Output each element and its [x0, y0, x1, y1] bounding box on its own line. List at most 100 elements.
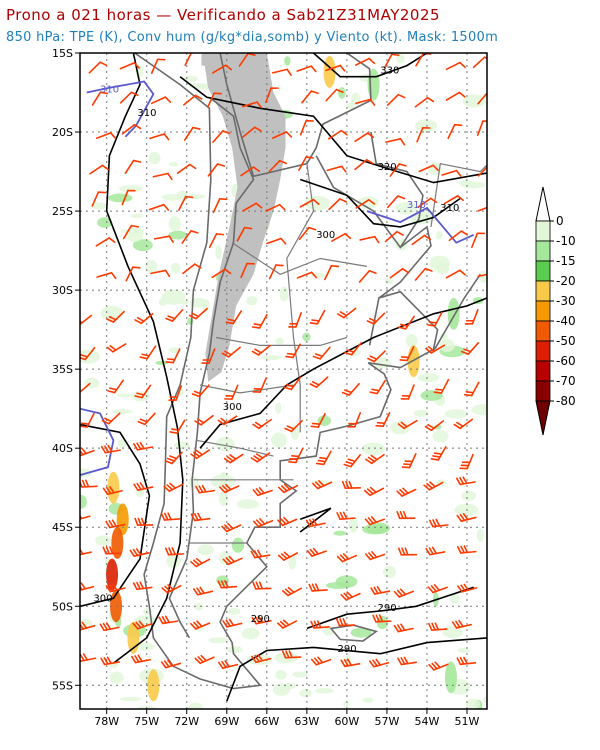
wind-barb: [312, 480, 333, 490]
barb-feather: [109, 344, 117, 351]
wind-barb: [119, 62, 140, 70]
wind-barb: [461, 342, 480, 355]
barb-feather: [224, 660, 230, 668]
wind-barb: [445, 91, 466, 101]
barb-feather: [164, 615, 170, 624]
barb-feather: [80, 447, 87, 455]
barb-feather: [288, 460, 297, 464]
tpe-contour: [179, 76, 487, 184]
wind-barb: [252, 418, 272, 430]
wind-barb: [240, 166, 260, 177]
barb-staff: [268, 264, 277, 280]
wind-barb: [447, 123, 463, 140]
barb-feather: [288, 650, 293, 659]
convergence-patch: [361, 442, 386, 456]
wind-barb: [389, 163, 407, 177]
wind-barb: [121, 123, 142, 135]
barb-feather: [340, 129, 348, 136]
barb-feather: [336, 555, 344, 563]
convergence-patch: [275, 402, 282, 414]
barb-feather: [193, 263, 202, 269]
barb-feather: [430, 585, 437, 593]
wind-barb: [477, 91, 487, 105]
wind-barb: [150, 96, 172, 105]
convergence-patch: [333, 530, 347, 536]
colorbar-top-arrow: [535, 186, 551, 222]
wind-barb: [433, 378, 450, 394]
wind-barb: [344, 342, 362, 356]
barb-staff: [383, 53, 393, 69]
barb-feather: [312, 518, 318, 526]
wind-barb: [366, 312, 386, 325]
barb-feather: [254, 616, 261, 624]
barb-staff: [240, 166, 255, 177]
barb-staff: [414, 267, 427, 281]
barb-feather: [106, 318, 115, 323]
barb-staff: [183, 126, 194, 141]
wind-barb: [250, 452, 271, 463]
lat-tick-label: 30S: [52, 284, 73, 297]
convergence-patch: [271, 432, 287, 448]
convergence-patch: [109, 671, 124, 684]
barb-feather: [399, 137, 406, 146]
barb-feather: [428, 663, 435, 671]
barb-feather: [225, 321, 235, 325]
barb-feather: [105, 546, 111, 555]
barb-feather: [347, 458, 356, 463]
barb-staff: [443, 195, 459, 205]
barb-feather: [483, 56, 487, 60]
wind-barb: [250, 549, 271, 559]
wind-barb: [80, 314, 93, 326]
map-title: Prono a 021 horas — Verificando a Sab21Z…: [6, 6, 441, 24]
barb-feather: [158, 616, 164, 625]
barb-feather: [393, 590, 401, 598]
wind-barb: [441, 169, 462, 177]
isoline-labels: 310 310 330 320 310 310 300 300 300 290 290 290: [93, 66, 459, 656]
barb-feather: [425, 347, 433, 354]
barb-feather: [109, 486, 115, 494]
barb-feather: [197, 512, 203, 521]
convergence-patch: [188, 702, 204, 709]
barb-feather: [339, 198, 348, 203]
convergence-patch: [432, 430, 449, 443]
province-border: [215, 336, 348, 346]
barb-staff: [121, 189, 129, 206]
wind-barb: [137, 412, 156, 426]
barb-feather: [163, 203, 170, 211]
convergence-core: [111, 527, 124, 560]
convergence-patch: [279, 286, 289, 302]
lon-tick-label: 54W: [415, 715, 440, 728]
wind-barb: [277, 551, 298, 561]
convergence-patch: [383, 565, 396, 579]
convergence-patch: [284, 56, 291, 66]
barb-feather: [344, 232, 352, 240]
barb-feather: [196, 587, 202, 595]
convergence-patch: [180, 300, 189, 305]
convergence-patch: [130, 213, 144, 218]
barb-feather: [193, 513, 199, 521]
barb-feather: [222, 620, 228, 628]
barb-staff: [183, 94, 197, 106]
wind-barb: [178, 195, 194, 211]
barb-feather: [423, 484, 431, 491]
barb-feather: [253, 323, 263, 326]
barb-feather: [339, 554, 347, 562]
barb-feather: [310, 620, 315, 629]
barb-staff: [445, 61, 461, 71]
wind-barb: [306, 547, 327, 557]
barb-feather: [258, 487, 265, 495]
barb-feather: [188, 314, 197, 320]
barb-feather: [99, 623, 105, 632]
barb-feather: [463, 393, 473, 397]
barb-feather: [456, 421, 464, 428]
convergence-patch: [362, 524, 388, 535]
barb-feather: [169, 431, 178, 434]
isoline-label: 310: [407, 200, 426, 211]
convergence-patch: [465, 698, 481, 709]
province-border: [195, 439, 274, 457]
barb-feather: [221, 352, 230, 358]
barb-feather: [250, 550, 256, 559]
barb-feather: [254, 421, 263, 428]
barb-feather: [429, 197, 438, 204]
wind-barb: [336, 511, 356, 520]
